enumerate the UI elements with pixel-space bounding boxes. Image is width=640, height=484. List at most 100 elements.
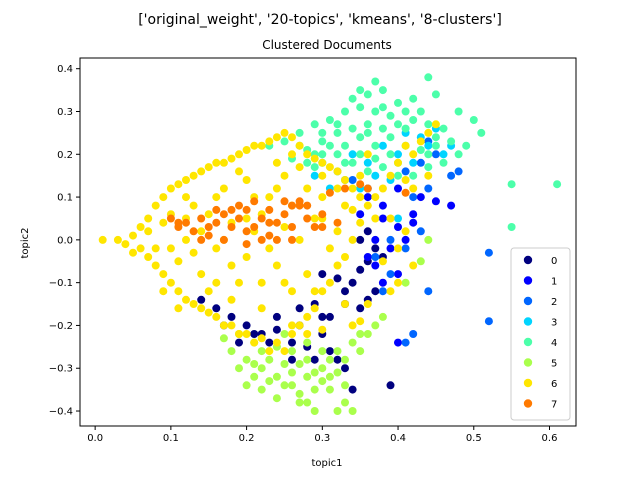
data-point <box>409 150 418 159</box>
data-point <box>401 278 410 287</box>
data-point <box>212 218 221 227</box>
x-tick-label: 0.5 <box>466 433 482 444</box>
data-point <box>333 347 342 356</box>
data-point <box>401 167 410 176</box>
data-point <box>113 235 122 244</box>
data-point <box>318 270 327 279</box>
y-tick-label: 0.3 <box>57 107 73 118</box>
data-point <box>242 321 251 330</box>
data-point <box>484 317 493 326</box>
data-point <box>250 141 259 150</box>
data-point <box>325 188 334 197</box>
data-point <box>204 210 213 219</box>
data-point <box>227 205 236 214</box>
data-point <box>378 214 387 223</box>
data-point <box>235 214 243 223</box>
data-point <box>416 227 425 236</box>
data-point <box>378 278 387 287</box>
data-point <box>288 133 296 142</box>
data-point <box>325 355 334 364</box>
data-point <box>98 235 107 244</box>
data-point <box>166 278 175 287</box>
data-point <box>212 244 221 253</box>
data-point <box>333 407 342 415</box>
legend-label: 5 <box>551 359 557 370</box>
data-point <box>144 253 153 261</box>
data-point <box>356 86 365 95</box>
data-point <box>356 193 365 202</box>
data-point <box>507 180 516 189</box>
data-point <box>288 235 296 244</box>
data-point <box>280 137 289 146</box>
data-point <box>189 201 198 210</box>
data-point <box>439 124 448 133</box>
data-point <box>401 235 410 244</box>
data-point <box>371 261 380 270</box>
data-point <box>144 227 153 236</box>
data-point <box>272 158 281 167</box>
data-point <box>333 227 342 236</box>
data-point <box>265 193 274 202</box>
data-point <box>219 334 228 343</box>
data-point <box>189 227 198 236</box>
data-point <box>371 141 380 150</box>
data-point <box>280 197 289 206</box>
data-point <box>310 407 319 415</box>
data-point <box>197 304 206 313</box>
data-point <box>333 368 342 377</box>
data-point <box>288 201 296 210</box>
data-point <box>280 128 289 137</box>
data-point <box>394 338 402 347</box>
data-point <box>204 231 213 240</box>
legend-marker <box>523 296 533 306</box>
data-point <box>409 210 418 219</box>
data-point <box>333 274 342 283</box>
data-point <box>212 304 221 313</box>
data-point <box>341 201 349 210</box>
data-point <box>371 171 380 180</box>
data-point <box>235 330 243 338</box>
data-point <box>431 141 440 150</box>
data-point <box>401 107 410 116</box>
data-point <box>250 372 259 381</box>
data-point <box>386 150 395 159</box>
data-point <box>333 150 342 159</box>
data-point <box>303 330 312 338</box>
data-point <box>235 201 243 210</box>
data-point <box>469 116 478 124</box>
data-point <box>386 235 395 244</box>
data-point <box>348 278 357 287</box>
data-point <box>341 287 349 296</box>
data-point <box>250 360 259 368</box>
data-point <box>303 355 312 364</box>
data-point <box>401 227 410 236</box>
data-point <box>197 270 206 279</box>
data-point <box>431 133 440 142</box>
data-point <box>227 154 236 163</box>
data-point <box>257 141 266 150</box>
data-point <box>424 150 433 159</box>
points-layer <box>98 73 562 415</box>
data-point <box>507 223 516 231</box>
data-point <box>242 227 251 236</box>
data-point <box>310 120 319 129</box>
data-point <box>227 223 236 231</box>
data-point <box>394 278 402 287</box>
data-point <box>197 227 206 236</box>
data-point <box>295 197 304 206</box>
legend-label: 6 <box>551 379 557 390</box>
data-point <box>371 107 380 116</box>
data-point <box>363 330 372 338</box>
data-point <box>250 197 259 206</box>
data-point <box>151 244 160 253</box>
data-point <box>363 193 372 202</box>
data-point <box>348 407 357 415</box>
data-point <box>295 389 304 398</box>
data-point <box>136 223 145 231</box>
data-point <box>295 141 304 150</box>
data-point <box>227 347 236 356</box>
data-point <box>219 184 228 193</box>
data-point <box>356 210 365 219</box>
data-point <box>341 158 349 167</box>
